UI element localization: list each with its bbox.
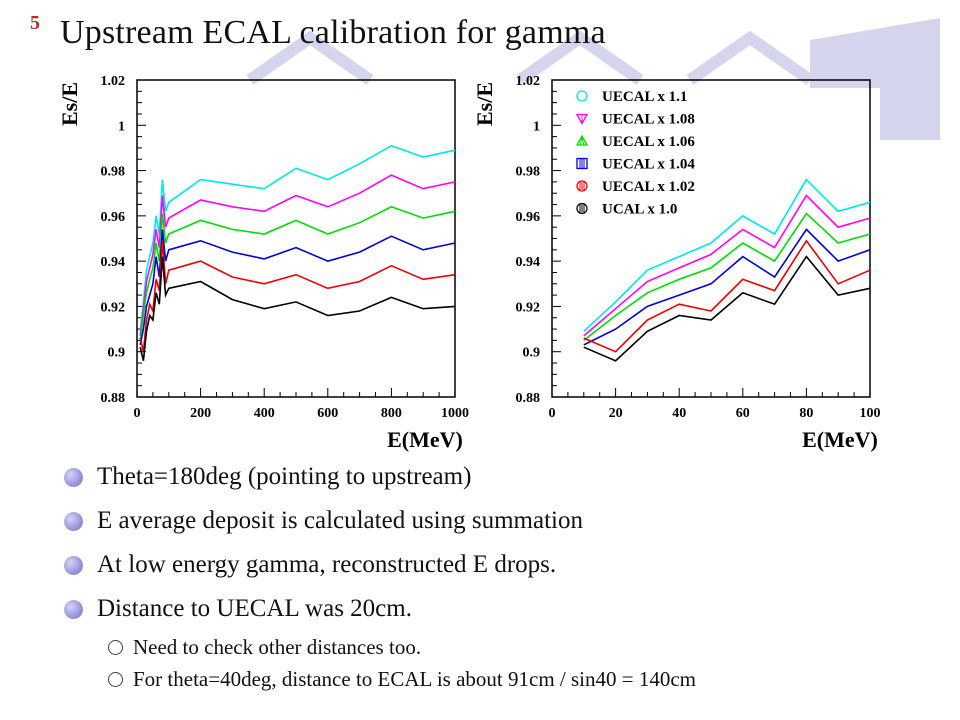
x-tick-label: 80 [799, 406, 813, 421]
series-line [583, 212, 871, 342]
y-axis-label: Es/E [472, 82, 497, 126]
y-tick-label: 0.92 [516, 300, 541, 315]
sub-bullet-ring-icon [108, 671, 123, 687]
series-line [139, 144, 456, 332]
legend-entry: UECAL x 1.08 [575, 112, 695, 128]
bullet-item: At low energy gamma, reconstructed E dro… [60, 543, 940, 587]
x-axis-label: E(MeV) [387, 427, 463, 452]
y-tick-label: 0.92 [101, 300, 126, 315]
sub-bullet-text: Need to check other distances too. [133, 634, 422, 659]
background-decoration [246, 18, 940, 140]
y-tick-label: 0.88 [516, 391, 541, 406]
chart-left: 0.88 0.9 0.92 0.94 0.96 0.98 1 1.02 0 200 400 600 80… [57, 74, 469, 452]
series-line [139, 240, 456, 352]
x-tick-label: 800 [381, 406, 402, 421]
legend-label: UECAL x 1.04 [602, 157, 695, 173]
legend-label: UECAL x 1.02 [602, 179, 695, 195]
y-tick-label: 1.02 [516, 74, 541, 89]
x-tick-label: 20 [609, 406, 623, 421]
x-tick-label: 400 [254, 406, 275, 421]
sub-bullet-ring-icon [108, 639, 123, 655]
series-line [139, 174, 456, 336]
sub-bullet-item: For theta=40deg, distance to ECAL is abo… [108, 663, 940, 695]
series-line [139, 229, 456, 346]
y-tick-label: 0.9 [523, 346, 541, 361]
bullet-item: Distance to UECAL was 20cm. [60, 587, 940, 631]
bullet-text: At low energy gamma, reconstructed E dro… [97, 551, 557, 578]
bullet-text: E average deposit is calculated using su… [97, 507, 583, 534]
sub-bullet-text: For theta=40deg, distance to ECAL is abo… [133, 666, 696, 691]
legend-marker-circle [576, 202, 588, 215]
legend-marker-hatch [581, 137, 585, 146]
x-tick-label: 40 [672, 406, 686, 421]
x-tick-label: 200 [190, 406, 211, 421]
bullet-list: Theta=180deg (pointing to upstream) E av… [60, 455, 940, 695]
legend-entry: UCAL x 1.0 [576, 202, 677, 218]
legend-entry: UECAL x 1.02 [576, 179, 695, 195]
x-tick-label: 0 [134, 406, 141, 421]
y-tick-label: 1.02 [101, 74, 126, 89]
y-tick-label: 0.98 [101, 165, 126, 180]
bullet-text: Theta=180deg (pointing to upstream) [97, 463, 472, 490]
bullet-item: E average deposit is calculated using su… [60, 499, 940, 543]
plot-frame [136, 79, 456, 398]
series-line [583, 255, 871, 362]
bullet-text: Distance to UECAL was 20cm. [97, 595, 412, 622]
legend-entry: UECAL x 1.04 [576, 157, 695, 173]
bullet-dot-icon [64, 599, 83, 619]
x-axis-label: E(MeV) [802, 427, 878, 452]
bullet-item: Theta=180deg (pointing to upstream) [60, 455, 940, 499]
series-line [583, 178, 871, 332]
bullet-dot-icon [64, 555, 83, 575]
series-line [583, 228, 871, 346]
y-tick-label: 0.96 [516, 210, 541, 225]
sub-bullet-item: Need to check other distances too. [108, 631, 940, 663]
y-tick-label: 0.96 [101, 210, 126, 225]
legend-label: UECAL x 1.08 [602, 112, 695, 128]
series-line [583, 239, 871, 353]
y-tick-label: 0.94 [516, 255, 541, 270]
x-tick-label: 0 [549, 406, 556, 421]
x-tick-label: 100 [860, 406, 881, 421]
legend-marker-triangle-up [575, 134, 589, 146]
legend-label: UCAL x 1.0 [602, 202, 677, 218]
legend-label: UECAL x 1.1 [602, 89, 687, 105]
x-tick-label: 600 [317, 406, 338, 421]
x-tick-label: 60 [736, 406, 750, 421]
x-tick-label: 1000 [441, 406, 469, 421]
legend-marker-circle [576, 180, 588, 192]
chart-right: 0.88 0.9 0.92 0.94 0.96 0.98 1 1.02 0 20 40 60 80 100… [472, 74, 881, 452]
y-tick-label: 0.88 [101, 391, 126, 406]
y-tick-label: 0.9 [108, 346, 126, 361]
slide-title: Upstream ECAL calibration for gamma [60, 14, 606, 51]
y-tick-label: 0.94 [101, 255, 126, 270]
y-axis-label: Es/E [57, 82, 82, 126]
y-tick-label: 1 [533, 119, 540, 134]
legend-entry: UECAL x 1.1 [576, 89, 687, 105]
legend-marker-circle [576, 90, 588, 102]
series-line [583, 194, 871, 337]
legend-marker-hatch [579, 137, 583, 146]
bullet-dot-icon [64, 511, 83, 531]
slide-number: 5 [30, 12, 40, 34]
y-tick-label: 1 [118, 119, 125, 134]
legend-label: UECAL x 1.06 [602, 134, 695, 150]
y-tick-label: 0.98 [516, 165, 541, 180]
plot-frame [551, 79, 871, 398]
series-line [139, 205, 456, 341]
legend-entry: UECAL x 1.06 [575, 134, 695, 150]
series-line [139, 256, 456, 361]
bullet-dot-icon [64, 467, 83, 487]
